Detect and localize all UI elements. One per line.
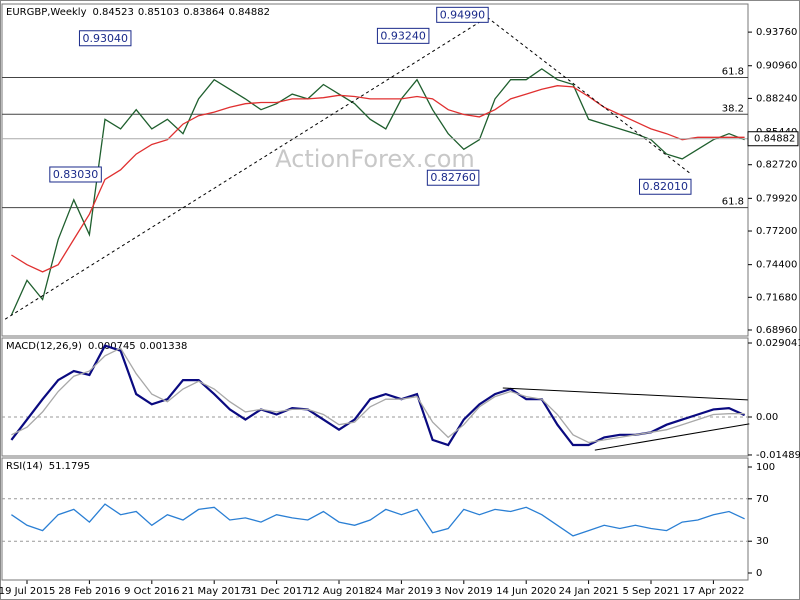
watermark: ActionForex.com xyxy=(275,145,475,173)
series-line xyxy=(10,344,746,447)
x-tick-label: 12 Aug 2018 xyxy=(307,586,371,597)
x-tick-label: 24 Mar 2019 xyxy=(370,586,433,597)
last-price-box xyxy=(747,131,799,147)
y-tick-label: 0 xyxy=(756,568,762,579)
annotation-box xyxy=(49,166,102,183)
x-tick-label: 24 Jan 2021 xyxy=(559,586,619,597)
y-tick-label: 0.74400 xyxy=(756,260,797,271)
annotation-box xyxy=(639,178,692,195)
x-tick-label: 19 Jul 2015 xyxy=(0,586,55,597)
x-tick-label: 5 Sep 2021 xyxy=(622,586,679,597)
y-tick-label: 0.82720 xyxy=(756,160,797,171)
y-tick-label: 0.79920 xyxy=(756,193,797,204)
series-line xyxy=(11,503,745,537)
panel xyxy=(1,3,749,337)
header-value: 0.84523 xyxy=(93,7,134,18)
header-value: 0.83864 xyxy=(183,7,224,18)
annotation-box xyxy=(78,30,132,47)
header-value: 51.1795 xyxy=(49,461,90,472)
header-value: 0.85103 xyxy=(138,7,179,18)
panel-title: EURGBP,Weekly xyxy=(6,7,87,18)
y-tick-label: 0.029041 xyxy=(756,338,800,349)
y-tick-label: 0.90960 xyxy=(756,61,797,72)
annotation-box xyxy=(376,27,430,44)
x-tick-label: 17 Apr 2022 xyxy=(682,586,744,597)
y-tick-label: 0.68960 xyxy=(756,325,797,336)
annotation-label: 0.93040 xyxy=(82,32,128,45)
panel xyxy=(1,457,749,581)
y-tick-label: 0.88240 xyxy=(756,93,797,104)
trendline xyxy=(486,16,691,174)
level-label: 61.8 xyxy=(722,67,744,78)
header-value: 0.84882 xyxy=(229,7,270,18)
x-tick-label: 28 Feb 2016 xyxy=(58,586,120,597)
x-tick-label: 14 Jun 2020 xyxy=(496,586,556,597)
x-tick-label: 21 May 2017 xyxy=(182,586,247,597)
series-line xyxy=(11,85,745,273)
header-value: 0.000745 xyxy=(88,341,136,352)
trendline xyxy=(4,16,488,320)
y-tick-label: 100 xyxy=(756,462,775,473)
annotation-box xyxy=(426,169,480,186)
last-price-label: 0.84882 xyxy=(754,134,795,145)
annotation-label: 0.83030 xyxy=(53,168,99,181)
trendline xyxy=(594,423,750,451)
level-label: 38.2 xyxy=(722,103,744,114)
annotation-label: 0.93240 xyxy=(380,29,426,42)
annotation-label: 0.82760 xyxy=(430,171,476,184)
annotation-label: 0.94990 xyxy=(440,8,486,21)
y-tick-label: 30 xyxy=(756,536,769,547)
y-tick-label: 0.71680 xyxy=(756,292,797,303)
y-tick-label: -0.014895 xyxy=(756,450,800,461)
y-tick-label: 0.93760 xyxy=(756,27,797,38)
series-line xyxy=(11,347,745,444)
trendline xyxy=(502,387,748,401)
series-line xyxy=(10,68,745,316)
x-tick-label: 3 Nov 2019 xyxy=(435,586,493,597)
panel-title: RSI(14) xyxy=(6,461,43,472)
annotation-box xyxy=(436,6,489,23)
header-value: 0.001338 xyxy=(140,341,188,352)
x-tick-label: 31 Dec 2017 xyxy=(245,586,309,597)
y-tick-label: 0.00 xyxy=(756,412,778,423)
x-tick-label: 9 Oct 2016 xyxy=(124,586,179,597)
y-tick-label: 70 xyxy=(756,494,769,505)
panel-title: MACD(12,26,9) xyxy=(6,341,82,352)
y-tick-label: 0.77200 xyxy=(756,226,797,237)
level-label: 61.8 xyxy=(722,197,744,208)
annotation-label: 0.82010 xyxy=(643,180,689,193)
